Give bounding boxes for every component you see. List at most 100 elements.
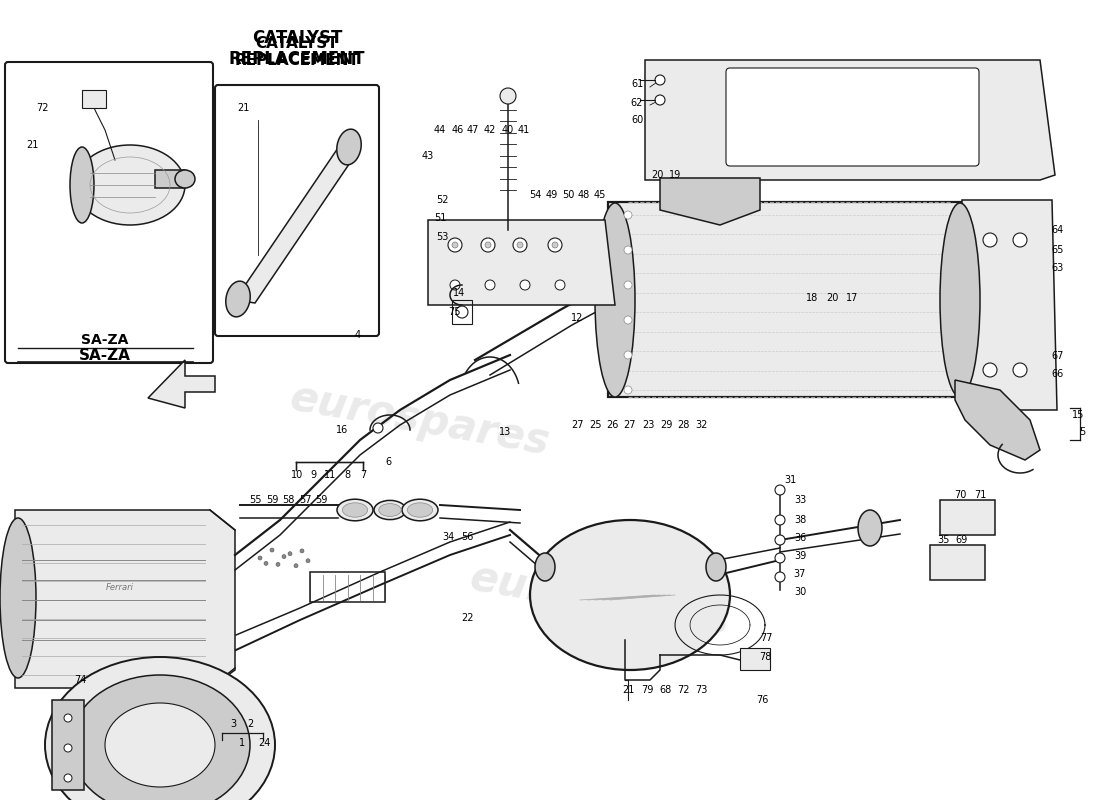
FancyBboxPatch shape — [214, 85, 380, 336]
Text: 1: 1 — [239, 738, 245, 748]
Bar — [155, 170, 185, 188]
Text: 45: 45 — [594, 190, 606, 200]
Circle shape — [517, 242, 522, 248]
Text: 60: 60 — [631, 115, 644, 125]
Text: 62: 62 — [630, 98, 644, 108]
Circle shape — [776, 515, 785, 525]
Text: 72: 72 — [35, 103, 48, 113]
Text: 67: 67 — [1052, 351, 1064, 361]
Polygon shape — [645, 60, 1055, 180]
Text: 26: 26 — [606, 420, 618, 430]
Ellipse shape — [337, 129, 361, 165]
Text: 14: 14 — [453, 288, 465, 298]
Ellipse shape — [402, 499, 438, 521]
Text: 59: 59 — [266, 495, 278, 505]
Circle shape — [294, 564, 298, 568]
Text: 51: 51 — [433, 213, 447, 223]
Circle shape — [500, 88, 516, 104]
Circle shape — [258, 556, 262, 560]
Ellipse shape — [104, 703, 214, 787]
Circle shape — [452, 242, 458, 248]
Text: 38: 38 — [794, 515, 806, 525]
Polygon shape — [660, 178, 760, 225]
Ellipse shape — [378, 504, 402, 517]
Text: 10: 10 — [290, 470, 304, 480]
Ellipse shape — [226, 281, 250, 317]
Ellipse shape — [535, 553, 556, 581]
Text: 36: 36 — [794, 533, 806, 543]
Text: 35: 35 — [938, 535, 950, 545]
Ellipse shape — [0, 518, 36, 678]
Text: 63: 63 — [1052, 263, 1064, 273]
Text: SA-ZA: SA-ZA — [79, 347, 131, 362]
Circle shape — [624, 316, 632, 324]
Ellipse shape — [45, 657, 275, 800]
Circle shape — [556, 280, 565, 290]
Polygon shape — [148, 360, 214, 408]
Circle shape — [1013, 233, 1027, 247]
Text: CATALYST
REPLACEMENT: CATALYST REPLACEMENT — [234, 35, 360, 68]
Circle shape — [624, 211, 632, 219]
Text: 18: 18 — [806, 293, 818, 303]
Ellipse shape — [175, 170, 195, 188]
Text: 48: 48 — [578, 190, 590, 200]
Circle shape — [481, 238, 495, 252]
Text: 28: 28 — [676, 420, 690, 430]
Circle shape — [264, 562, 268, 566]
Text: 32: 32 — [695, 420, 707, 430]
Text: 34: 34 — [442, 532, 454, 542]
Text: 43: 43 — [422, 151, 435, 161]
Ellipse shape — [342, 502, 367, 517]
Text: 29: 29 — [660, 420, 672, 430]
Text: 11: 11 — [323, 470, 337, 480]
Text: 33: 33 — [794, 495, 806, 505]
Ellipse shape — [70, 147, 94, 223]
Polygon shape — [235, 145, 360, 303]
Text: 78: 78 — [759, 652, 771, 662]
Circle shape — [373, 423, 383, 433]
Text: 15: 15 — [1071, 410, 1085, 420]
Text: 73: 73 — [695, 685, 707, 695]
Text: 22: 22 — [461, 613, 473, 623]
Text: SA-ZA: SA-ZA — [81, 333, 129, 347]
Text: 9: 9 — [310, 470, 316, 480]
Circle shape — [64, 744, 72, 752]
Circle shape — [624, 246, 632, 254]
Circle shape — [624, 386, 632, 394]
Text: 50: 50 — [562, 190, 574, 200]
Polygon shape — [955, 380, 1040, 460]
Circle shape — [485, 242, 491, 248]
Circle shape — [276, 562, 280, 566]
Text: 72: 72 — [676, 685, 690, 695]
Text: 77: 77 — [760, 633, 772, 643]
Circle shape — [624, 351, 632, 359]
Circle shape — [983, 363, 997, 377]
Text: 3: 3 — [230, 719, 236, 729]
Text: 39: 39 — [794, 551, 806, 561]
Text: 4: 4 — [355, 330, 361, 340]
Circle shape — [513, 238, 527, 252]
Text: 75: 75 — [448, 307, 460, 317]
Text: 46: 46 — [452, 125, 464, 135]
Bar — [82, 90, 106, 108]
Text: 27: 27 — [624, 420, 636, 430]
Text: 7: 7 — [360, 470, 366, 480]
Ellipse shape — [70, 675, 250, 800]
Text: 24: 24 — [257, 738, 271, 748]
Text: 59: 59 — [315, 495, 327, 505]
Circle shape — [485, 280, 495, 290]
Text: 55: 55 — [249, 495, 262, 505]
Bar — [740, 648, 770, 670]
Text: 40: 40 — [502, 125, 514, 135]
Text: 27: 27 — [571, 420, 583, 430]
Text: 74: 74 — [74, 675, 86, 685]
Text: 12: 12 — [571, 313, 583, 323]
Circle shape — [654, 95, 666, 105]
Ellipse shape — [75, 145, 185, 225]
Text: 19: 19 — [669, 170, 681, 180]
Text: eurospares: eurospares — [466, 557, 734, 643]
Circle shape — [306, 558, 310, 562]
Circle shape — [64, 774, 72, 782]
Ellipse shape — [374, 501, 406, 520]
Circle shape — [776, 485, 785, 495]
